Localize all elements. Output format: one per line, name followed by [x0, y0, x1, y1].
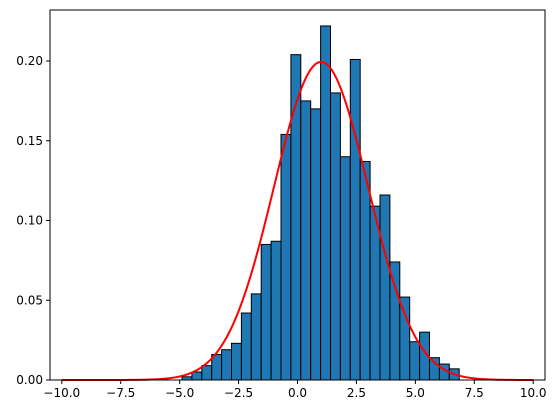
y-tick-label: 0.20 — [16, 54, 43, 68]
y-tick-label: 0.10 — [16, 214, 43, 228]
x-tick-label: −10.0 — [43, 386, 80, 400]
histogram-bar — [349, 58, 361, 381]
y-tick-label: 0.05 — [16, 293, 43, 307]
x-tick-label: 2.5 — [347, 386, 366, 400]
y-tick-label: 0.00 — [16, 373, 43, 387]
histogram-bar — [280, 133, 292, 381]
x-tick-label: 7.5 — [465, 386, 484, 400]
histogram-bar — [211, 353, 223, 381]
histogram-bar — [300, 100, 312, 381]
histogram-bar — [330, 92, 341, 381]
histogram-bar — [409, 341, 421, 381]
histogram-bar — [379, 194, 391, 381]
x-tick-label: −2.5 — [224, 386, 253, 400]
x-axis: −10.0 −7.5 −5.0 −2.5 0.0 2.5 5.0 7.5 10.0 — [43, 380, 547, 400]
histogram-bar — [231, 342, 242, 381]
histogram-bar — [320, 25, 332, 381]
x-tick-label: 5.0 — [406, 386, 425, 400]
histogram-bar — [270, 240, 282, 381]
plot-frame — [49, 9, 546, 381]
histogram-bar — [310, 108, 322, 381]
y-tick-label: 0.15 — [16, 134, 43, 148]
histogram-bar — [339, 156, 351, 381]
histogram-bar — [221, 349, 233, 381]
histogram-bar — [389, 261, 401, 381]
histogram-bar — [250, 293, 262, 381]
x-tick-label: −5.0 — [165, 386, 194, 400]
histogram-bar — [359, 161, 371, 381]
histogram-bar — [399, 296, 411, 381]
histogram-bar — [240, 312, 252, 381]
histogram-bar — [191, 371, 203, 381]
histogram-bar — [260, 243, 272, 381]
y-axis: 0.00 0.05 0.10 0.15 0.20 — [16, 54, 50, 387]
histogram-bar — [201, 365, 213, 381]
x-tick-label: 0.0 — [288, 386, 307, 400]
x-tick-label: −7.5 — [106, 386, 135, 400]
histogram-bars — [181, 25, 460, 381]
x-tick-label: 10.0 — [520, 386, 547, 400]
